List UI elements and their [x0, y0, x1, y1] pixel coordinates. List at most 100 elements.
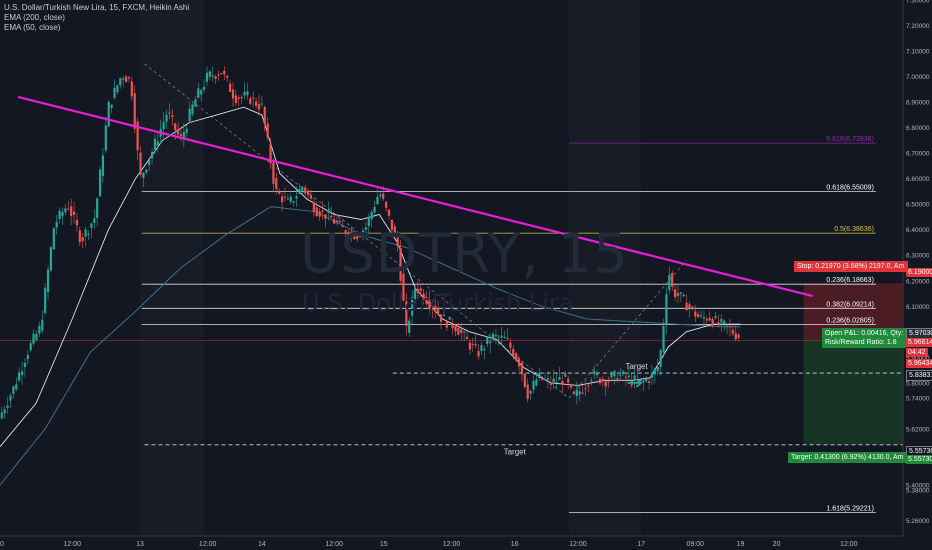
- candle-body: [136, 121, 139, 151]
- candle-body: [604, 381, 607, 387]
- x-tick-label: 12:00: [325, 541, 343, 548]
- candle-body: [185, 128, 188, 133]
- candle-body: [468, 342, 472, 350]
- candle-body: [266, 123, 269, 138]
- candle-body: [399, 247, 402, 281]
- stop-loss-label[interactable]: Stop: 0.21970 (3.68%) 2197.0, Am: [794, 261, 908, 272]
- candle-body: [621, 371, 625, 375]
- candle-body: [639, 379, 642, 381]
- candle-body: [714, 316, 717, 318]
- candle-body: [72, 211, 76, 215]
- candle-body: [359, 235, 362, 237]
- price-tag-last: 5.96614: [906, 338, 932, 347]
- candle-body: [567, 378, 570, 383]
- candle-body: [682, 294, 685, 297]
- y-tick-label: 5.80000: [906, 380, 930, 387]
- candle-body: [217, 74, 220, 76]
- y-tick-label: 6.30000: [906, 253, 930, 260]
- candle-body: [385, 201, 388, 208]
- candle-body: [283, 196, 287, 198]
- candle-body: [98, 169, 102, 197]
- legend-ema50[interactable]: EMA (50, close): [4, 23, 61, 32]
- candle-body: [110, 104, 113, 108]
- candle-body: [237, 97, 240, 99]
- candle-body: [734, 333, 737, 340]
- candle-body: [405, 301, 408, 326]
- candle-body: [373, 206, 376, 213]
- candle-body: [116, 85, 119, 93]
- candle-body: [26, 354, 29, 360]
- candle-body: [168, 112, 171, 114]
- candle-body: [153, 139, 157, 150]
- projection-line: [144, 63, 570, 399]
- candle-body: [252, 97, 255, 99]
- candle-body: [93, 218, 96, 223]
- candle-body: [434, 306, 437, 313]
- candle-body: [67, 208, 70, 210]
- candle-body: [633, 375, 636, 379]
- candle-body: [260, 103, 263, 105]
- arrow-icon: [627, 378, 643, 388]
- candle-body: [176, 128, 180, 135]
- candle-body: [148, 160, 151, 166]
- candle-body: [671, 273, 674, 287]
- candle-body: [257, 104, 261, 110]
- candle-body: [526, 384, 529, 399]
- candle-body: [211, 75, 214, 77]
- candle-body: [142, 172, 145, 178]
- candle-body: [711, 319, 714, 326]
- candle-body: [665, 294, 668, 325]
- candle-body: [411, 297, 414, 316]
- candle-body: [694, 311, 697, 317]
- candle-body: [191, 104, 194, 115]
- candle-body: [301, 187, 304, 191]
- open-pnl-label[interactable]: Open P&L: 0.00416, Qty: Risk/Reward Rati…: [822, 328, 906, 348]
- candle-body: [321, 210, 324, 212]
- fib-level-label: 0.236(6.18663): [826, 277, 873, 284]
- candle-body: [23, 362, 27, 368]
- trendline: [17, 95, 813, 298]
- candle-body: [494, 335, 498, 337]
- candle-body: [90, 223, 93, 228]
- candle-body: [341, 225, 344, 228]
- candle-body: [122, 78, 125, 80]
- candle-body: [532, 380, 535, 390]
- y-tick-label: 6.60000: [906, 176, 930, 183]
- candle-body: [278, 191, 281, 194]
- candle-body: [691, 306, 694, 308]
- legend-symbol[interactable]: U.S. Dollar/Turkish New Lira, 15, FXCM, …: [4, 3, 190, 12]
- candle-body: [223, 70, 226, 75]
- candle-body: [396, 235, 399, 247]
- candle-body: [668, 274, 671, 290]
- candle-body: [20, 371, 24, 375]
- candle-body: [81, 237, 84, 242]
- candle-body: [439, 314, 443, 322]
- candle-body: [127, 77, 131, 79]
- candle-body: [269, 143, 272, 164]
- legend-ema200[interactable]: EMA (200, close): [4, 13, 65, 22]
- y-tick-label: 6.80000: [906, 125, 930, 132]
- price-tag-countdown: 04:42: [906, 348, 928, 357]
- candle-body: [309, 195, 313, 199]
- x-tick-label: 09:00: [687, 541, 705, 548]
- candle-body: [101, 155, 105, 176]
- candle-body: [538, 373, 541, 378]
- candle-body: [96, 198, 99, 218]
- candle-body: [659, 350, 662, 367]
- candle-body: [645, 379, 648, 382]
- candle-body: [162, 121, 165, 130]
- candle-body: [220, 73, 223, 75]
- candle-body: [70, 206, 73, 217]
- take-profit-label[interactable]: Target: 0.41300 (6.92%) 4130.0, Am: [788, 452, 909, 463]
- x-tick-label: 10: [0, 541, 4, 548]
- target-zone: [803, 339, 903, 445]
- y-tick-label: 5.90000: [906, 355, 930, 362]
- x-tick-label: 12:00: [569, 541, 587, 548]
- candle-body: [627, 375, 630, 377]
- candle-body: [0, 412, 3, 419]
- candle-body: [610, 373, 613, 378]
- candle-body: [717, 322, 720, 325]
- candle-body: [428, 300, 431, 309]
- y-tick-label: 7.30000: [906, 0, 930, 5]
